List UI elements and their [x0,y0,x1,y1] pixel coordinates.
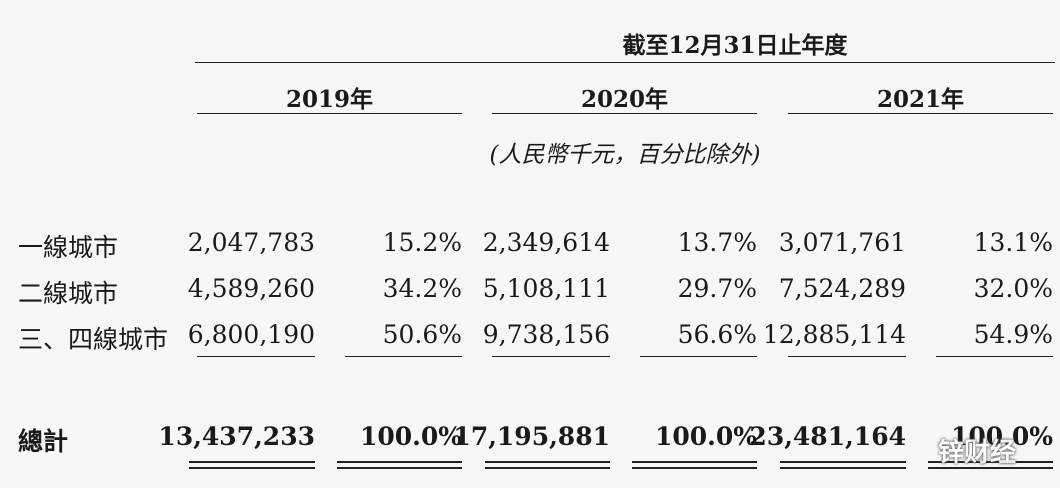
total-2020-amount: 17,195,881 [453,422,610,451]
total-2020-percent: 100.0% [654,422,757,451]
period-heading: 截至12月31日止年度 [622,32,848,59]
total-double-rule [189,461,315,469]
cell-2019-percent: 15.2% [382,228,462,257]
subtotal-rule [345,356,462,357]
row-label-tier1: 一線城市 [18,233,119,262]
total-double-rule [780,461,906,469]
total-double-rule [485,461,610,469]
cell-2019-amount: 6,800,190 [187,320,315,349]
cell-2019-amount: 2,047,783 [187,228,315,257]
cell-2019-amount: 4,589,260 [187,274,315,303]
watermark-logo: 锌财经 [938,438,1017,468]
cell-2020-amount: 9,738,156 [482,320,610,349]
total-double-rule [928,461,1053,469]
cell-2021-percent: 54.9% [973,320,1053,349]
cell-2020-percent: 13.7% [677,228,757,257]
cell-2020-percent: 56.6% [677,320,757,349]
cell-2021-amount: 7,524,289 [778,274,906,303]
year-2021-underline [788,113,1053,114]
year-2020-heading: 2020年 [580,86,668,113]
cell-2021-amount: 12,885,114 [762,320,906,349]
subtotal-rule [197,356,315,357]
total-2021-amount: 23,481,164 [749,422,906,451]
total-2019-percent: 100.0% [359,422,462,451]
total-double-rule [632,461,757,469]
row-label-tier2: 二線城市 [18,279,119,308]
row-label-total: 總計 [18,427,69,456]
year-2020-underline [492,113,757,114]
subtotal-rule [936,356,1053,357]
unit-note: (人民幣千元，百分比除外) [489,142,761,168]
year-2019-heading: 2019年 [285,86,373,113]
subtotal-rule [492,356,610,357]
period-underline [195,62,1055,63]
cell-2020-amount: 5,108,111 [482,274,610,303]
subtotal-rule [640,356,757,357]
cell-2019-percent: 50.6% [382,320,462,349]
cell-2021-percent: 32.0% [973,274,1053,303]
cell-2020-amount: 2,349,614 [482,228,610,257]
cell-2019-percent: 34.2% [382,274,462,303]
cell-2021-amount: 3,071,761 [778,228,906,257]
year-2021-heading: 2021年 [876,86,964,113]
total-double-rule [337,461,462,469]
row-label-tier3-4: 三、四線城市 [18,325,169,354]
subtotal-rule [788,356,906,357]
total-2019-amount: 13,437,233 [158,422,315,451]
cell-2020-percent: 29.7% [677,274,757,303]
total-2021-percent: 100.0% [950,422,1053,451]
cell-2021-percent: 13.1% [973,228,1053,257]
year-2019-underline [197,113,462,114]
